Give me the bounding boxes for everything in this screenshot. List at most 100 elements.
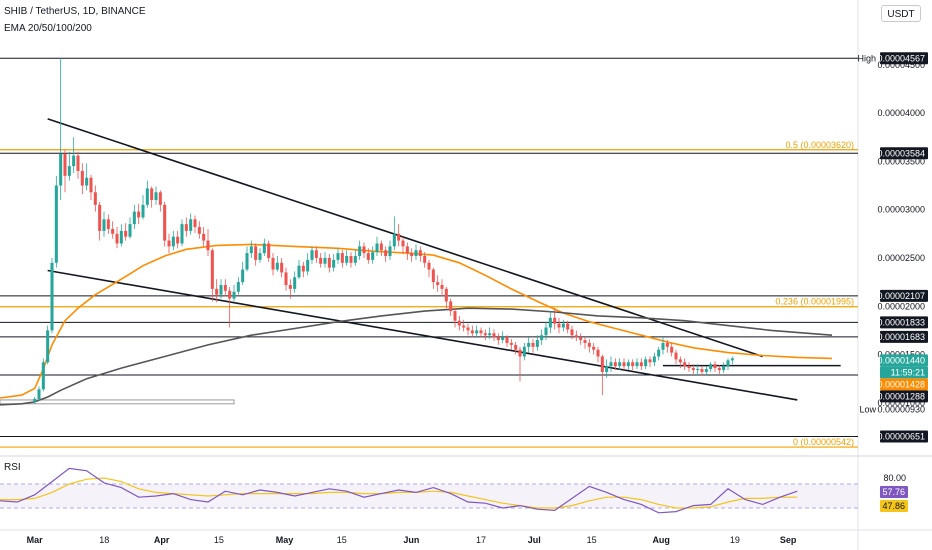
candle-body xyxy=(228,290,232,299)
candle-body xyxy=(215,288,219,295)
candle-body xyxy=(496,337,500,341)
candle-body xyxy=(678,359,682,363)
candle-body xyxy=(596,349,600,357)
candle-body xyxy=(535,340,539,347)
candle-body xyxy=(483,333,487,336)
candle-body xyxy=(605,366,609,372)
rsi-tick-label: 80.00 xyxy=(883,473,906,483)
candle-body xyxy=(544,327,548,336)
candle-body xyxy=(457,320,461,326)
candle-body xyxy=(557,323,561,328)
candle-body xyxy=(366,253,370,260)
candle-body xyxy=(293,277,297,289)
candle-body xyxy=(579,337,583,341)
candle-body xyxy=(210,250,214,289)
candle-body xyxy=(258,253,262,260)
candle-body xyxy=(566,323,570,330)
price-tags: 0.00004567 0.00003584 0.00002107 0.00001833… xyxy=(877,52,928,443)
trend-line-lower xyxy=(47,269,798,401)
candle-body xyxy=(683,362,687,367)
rsi-line xyxy=(0,467,798,514)
candle-body xyxy=(67,166,71,176)
time-tick-label: Jul xyxy=(528,535,541,545)
candle-body xyxy=(713,364,717,369)
candle-body xyxy=(622,362,626,367)
indicator-legend[interactable]: EMA 20/50/100/200 xyxy=(4,23,92,34)
candle-body xyxy=(431,269,435,283)
rsi-value-tag-bg xyxy=(880,486,908,498)
candles xyxy=(33,58,734,404)
candle-body xyxy=(687,366,691,369)
ema-lines xyxy=(0,243,833,406)
price-tag-bg xyxy=(880,354,928,367)
candle-body xyxy=(466,327,470,331)
low-label: Low xyxy=(859,405,876,415)
candle-body xyxy=(332,259,336,268)
price-tick-label: 0.00003500 xyxy=(877,156,925,166)
candle-body xyxy=(470,330,474,334)
candle-body xyxy=(574,335,578,338)
price-tag-label: 0.00002107 xyxy=(877,291,925,301)
candle-body xyxy=(570,329,574,336)
candle-body xyxy=(254,246,258,260)
candle-body xyxy=(271,257,275,270)
candle-body xyxy=(193,219,197,228)
candle-body xyxy=(202,233,206,241)
price-tag-label: 0.00001428 xyxy=(877,379,925,389)
price-tag-label: 0.00001440 xyxy=(877,355,925,365)
candle-body xyxy=(85,177,89,186)
candle-body xyxy=(492,333,496,338)
candle-body xyxy=(145,188,149,205)
candle-body xyxy=(141,204,145,218)
candle-body xyxy=(392,233,396,247)
candle-body xyxy=(319,257,323,264)
candle-body xyxy=(163,204,167,241)
candle-body xyxy=(219,285,223,295)
time-tick-label: 18 xyxy=(99,535,109,545)
candle-body xyxy=(111,228,115,234)
currency-selector[interactable]: USDT xyxy=(881,5,921,22)
candle-body xyxy=(284,272,288,285)
time-tick-label: 15 xyxy=(214,535,224,545)
range-box xyxy=(0,399,235,405)
price-tick-label: 0.00002000 xyxy=(877,301,925,311)
time-tick-label: Mar xyxy=(27,535,44,545)
candle-body xyxy=(41,362,45,390)
candle-body xyxy=(267,243,271,258)
candle-body xyxy=(587,342,591,347)
candle-body xyxy=(501,337,505,341)
candle-body xyxy=(479,330,483,334)
candle-body xyxy=(171,236,175,247)
candle-body xyxy=(236,282,240,292)
candle-body xyxy=(505,337,509,343)
candle-body xyxy=(345,256,349,263)
candle-body xyxy=(371,252,375,260)
price-tick-label: 0.00003000 xyxy=(877,205,925,215)
candle-body xyxy=(540,335,544,341)
price-tag-bg xyxy=(880,366,928,379)
price-tag-bg xyxy=(880,316,928,329)
candle-body xyxy=(583,340,587,343)
candle-body xyxy=(436,282,440,285)
candle-body xyxy=(670,346,674,353)
candle-body xyxy=(475,330,479,334)
candle-body xyxy=(327,257,331,268)
candle-body xyxy=(730,358,734,361)
candle-body xyxy=(626,362,630,367)
candle-body xyxy=(323,257,327,264)
candle-body xyxy=(310,250,314,260)
candle-body xyxy=(509,342,513,345)
time-tick-label: Jun xyxy=(403,535,419,545)
candle-body xyxy=(189,219,193,231)
candle-body xyxy=(59,153,63,186)
candle-body xyxy=(137,211,141,218)
rsi-value-tag-bg xyxy=(880,500,908,512)
time-tick-label: May xyxy=(276,535,294,545)
rsi-title: RSI xyxy=(4,462,21,473)
candle-body xyxy=(418,250,422,257)
candle-body xyxy=(33,398,37,402)
candle-body xyxy=(444,288,448,302)
time-axis[interactable]: Mar 18 Apr 15 May 15 Jun 17 Jul 15 Aug 19 Sep xyxy=(27,535,797,545)
